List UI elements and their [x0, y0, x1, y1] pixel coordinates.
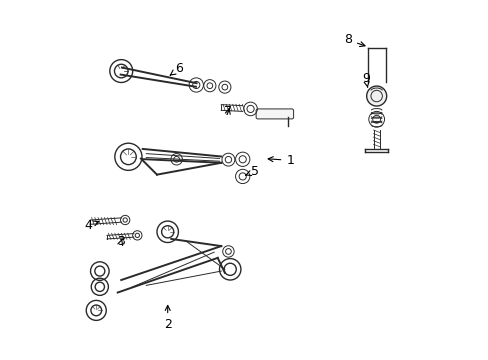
Text: 3: 3 — [117, 235, 125, 248]
Text: 9: 9 — [361, 72, 369, 87]
Text: 6: 6 — [170, 62, 183, 75]
Circle shape — [366, 86, 386, 106]
Text: 8: 8 — [344, 33, 364, 46]
Text: 7: 7 — [224, 105, 232, 118]
Text: 4: 4 — [84, 219, 99, 232]
Text: 2: 2 — [163, 306, 171, 331]
Text: 1: 1 — [267, 154, 294, 167]
FancyBboxPatch shape — [256, 109, 293, 119]
Text: 5: 5 — [245, 165, 259, 178]
